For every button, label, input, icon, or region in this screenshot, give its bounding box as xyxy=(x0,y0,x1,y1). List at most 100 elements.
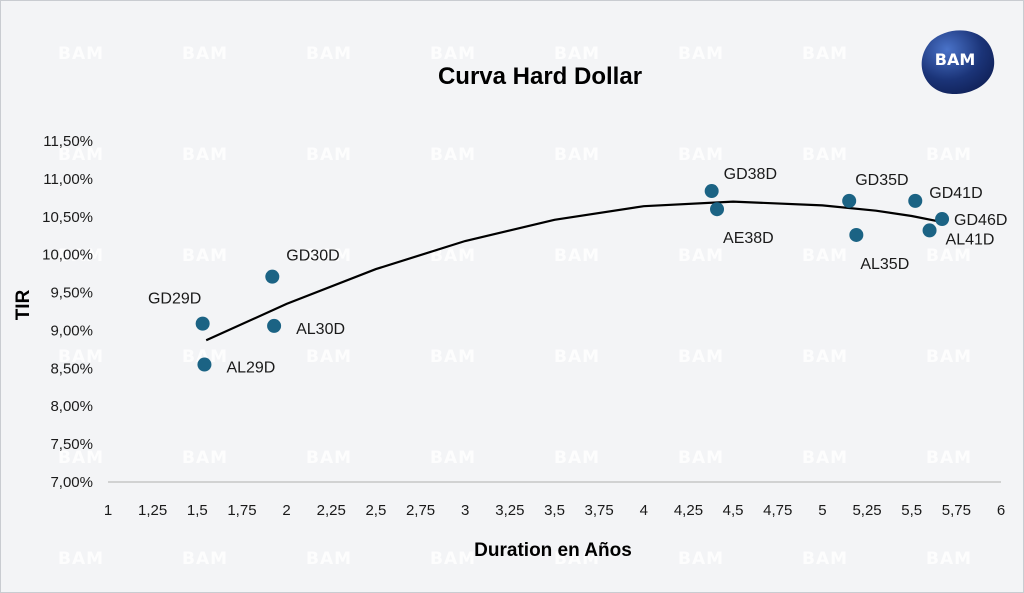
watermark-text: BAM xyxy=(306,549,352,569)
watermark-text: BAM xyxy=(58,44,104,64)
y-tick-label: 7,50% xyxy=(50,436,93,453)
data-point-gd35d xyxy=(842,193,857,208)
data-label-gd30d: GD30D xyxy=(286,248,339,265)
y-tick-label: 9,00% xyxy=(50,322,93,339)
y-tick-label: 8,50% xyxy=(50,360,93,377)
watermark-text: BAM xyxy=(306,246,352,266)
x-tick-label: 1,75 xyxy=(227,502,256,519)
x-tick-label: 3 xyxy=(461,502,469,519)
watermark-text: BAM xyxy=(58,246,104,266)
data-points xyxy=(195,184,950,372)
x-tick-label: 1,5 xyxy=(187,502,208,519)
x-tick-label: 3,5 xyxy=(544,502,565,519)
watermark-text: BAM xyxy=(926,448,972,468)
data-point-gd38d xyxy=(704,184,719,199)
x-tick-label: 2,5 xyxy=(365,502,386,519)
watermark-text: BAM xyxy=(182,448,228,468)
data-label-gd46d: GD46D xyxy=(954,212,1007,229)
watermark-text: BAM xyxy=(678,246,724,266)
y-axis-title: TIR xyxy=(13,289,34,320)
y-tick-label: 9,50% xyxy=(50,285,93,302)
watermark-text: BAM xyxy=(58,448,104,468)
watermark-text: BAM xyxy=(58,549,104,569)
watermark-text: BAM xyxy=(926,347,972,367)
x-tick-label: 4,5 xyxy=(723,502,744,519)
x-tick-label: 3,75 xyxy=(585,502,614,519)
watermark-text: BAM xyxy=(430,347,476,367)
watermark-text: BAM xyxy=(430,44,476,64)
x-tick-label: 1 xyxy=(104,502,112,519)
watermark-text: BAM xyxy=(306,347,352,367)
data-point-ae38d xyxy=(710,202,725,217)
watermark-text: BAM xyxy=(430,145,476,165)
watermark-text: BAM xyxy=(678,347,724,367)
watermark-text: BAM xyxy=(802,44,848,64)
x-tick-label: 5 xyxy=(818,502,826,519)
watermark-text: BAM xyxy=(678,145,724,165)
y-tick-label: 10,50% xyxy=(42,209,93,226)
watermark-text: BAM xyxy=(926,145,972,165)
watermark-text: BAM xyxy=(182,549,228,569)
data-point-gd46d xyxy=(935,212,950,227)
y-tick-label: 11,00% xyxy=(43,171,93,188)
watermark-text: BAM xyxy=(802,347,848,367)
y-tick-label: 11,50% xyxy=(43,133,93,150)
watermark-text: BAM xyxy=(430,246,476,266)
watermark-text: BAM xyxy=(182,44,228,64)
data-point-al41d xyxy=(922,223,937,238)
data-point-al35d xyxy=(849,227,864,242)
x-tick-label: 3,25 xyxy=(495,502,524,519)
x-tick-label: 4 xyxy=(640,502,648,519)
watermark-text: BAM xyxy=(926,246,972,266)
chart-title: Curva Hard Dollar xyxy=(438,63,642,90)
data-point-al29d xyxy=(197,357,212,372)
watermark-text: BAM xyxy=(58,145,104,165)
watermark-text: BAM xyxy=(802,549,848,569)
watermark-text: BAM xyxy=(306,44,352,64)
data-label-al30d: AL30D xyxy=(296,321,345,338)
data-point-gd29d xyxy=(195,316,210,331)
watermark-text: BAM xyxy=(554,145,600,165)
watermark-text: BAM xyxy=(802,145,848,165)
data-point-al30d xyxy=(267,318,282,333)
data-label-al35d: AL35D xyxy=(860,256,909,273)
trendline xyxy=(205,200,943,342)
watermark-text: BAM xyxy=(554,347,600,367)
data-label-al41d: AL41D xyxy=(946,231,995,248)
data-label-gd29d: GD29D xyxy=(148,291,201,308)
data-label-ae38d: AE38D xyxy=(723,230,774,247)
bam-logo: BAM xyxy=(921,30,995,95)
watermark-text: BAM xyxy=(926,549,972,569)
watermark-text: BAM xyxy=(306,448,352,468)
watermark-text: BAM xyxy=(678,448,724,468)
x-tick-label: 4,25 xyxy=(674,502,703,519)
watermark-text: BAM xyxy=(554,44,600,64)
data-label-al29d: AL29D xyxy=(226,360,275,377)
data-point-labels: GD29D AL29D GD30D AL30D GD38D AE38D GD35D AL35D… xyxy=(148,166,1007,377)
data-label-gd38d: GD38D xyxy=(724,166,777,183)
x-axis-title: Duration en Años xyxy=(474,540,632,561)
logo-text: BAM xyxy=(935,50,976,69)
x-axis-ticks: 1 1,25 1,5 1,75 2 2,25 2,5 2,75 3 3,25 3,5 3,75 4 4,2… xyxy=(104,502,1005,519)
x-tick-label: 2,25 xyxy=(317,502,346,519)
x-tick-label: 5,75 xyxy=(942,502,971,519)
x-tick-label: 5,5 xyxy=(901,502,922,519)
logo-blob-icon xyxy=(921,30,995,95)
watermark-text: BAM xyxy=(306,145,352,165)
y-axis-ticks: 7,00% 7,50% 8,00% 8,50% 9,00% 9,50% 10,00% 10,5… xyxy=(42,133,93,491)
watermark-text: BAM xyxy=(554,448,600,468)
watermark-text: BAM xyxy=(802,246,848,266)
x-tick-label: 6 xyxy=(997,502,1005,519)
x-tick-label: 2 xyxy=(282,502,290,519)
watermark-text: BAM xyxy=(430,549,476,569)
watermark-text: BAM xyxy=(554,549,600,569)
data-label-gd35d: GD35D xyxy=(855,172,908,189)
x-tick-label: 5,25 xyxy=(852,502,881,519)
watermark-text: BAM xyxy=(182,145,228,165)
data-label-gd41d: GD41D xyxy=(929,185,982,202)
y-tick-label: 8,00% xyxy=(50,398,93,415)
data-point-gd30d xyxy=(265,269,280,284)
y-tick-label: 10,00% xyxy=(42,247,93,264)
